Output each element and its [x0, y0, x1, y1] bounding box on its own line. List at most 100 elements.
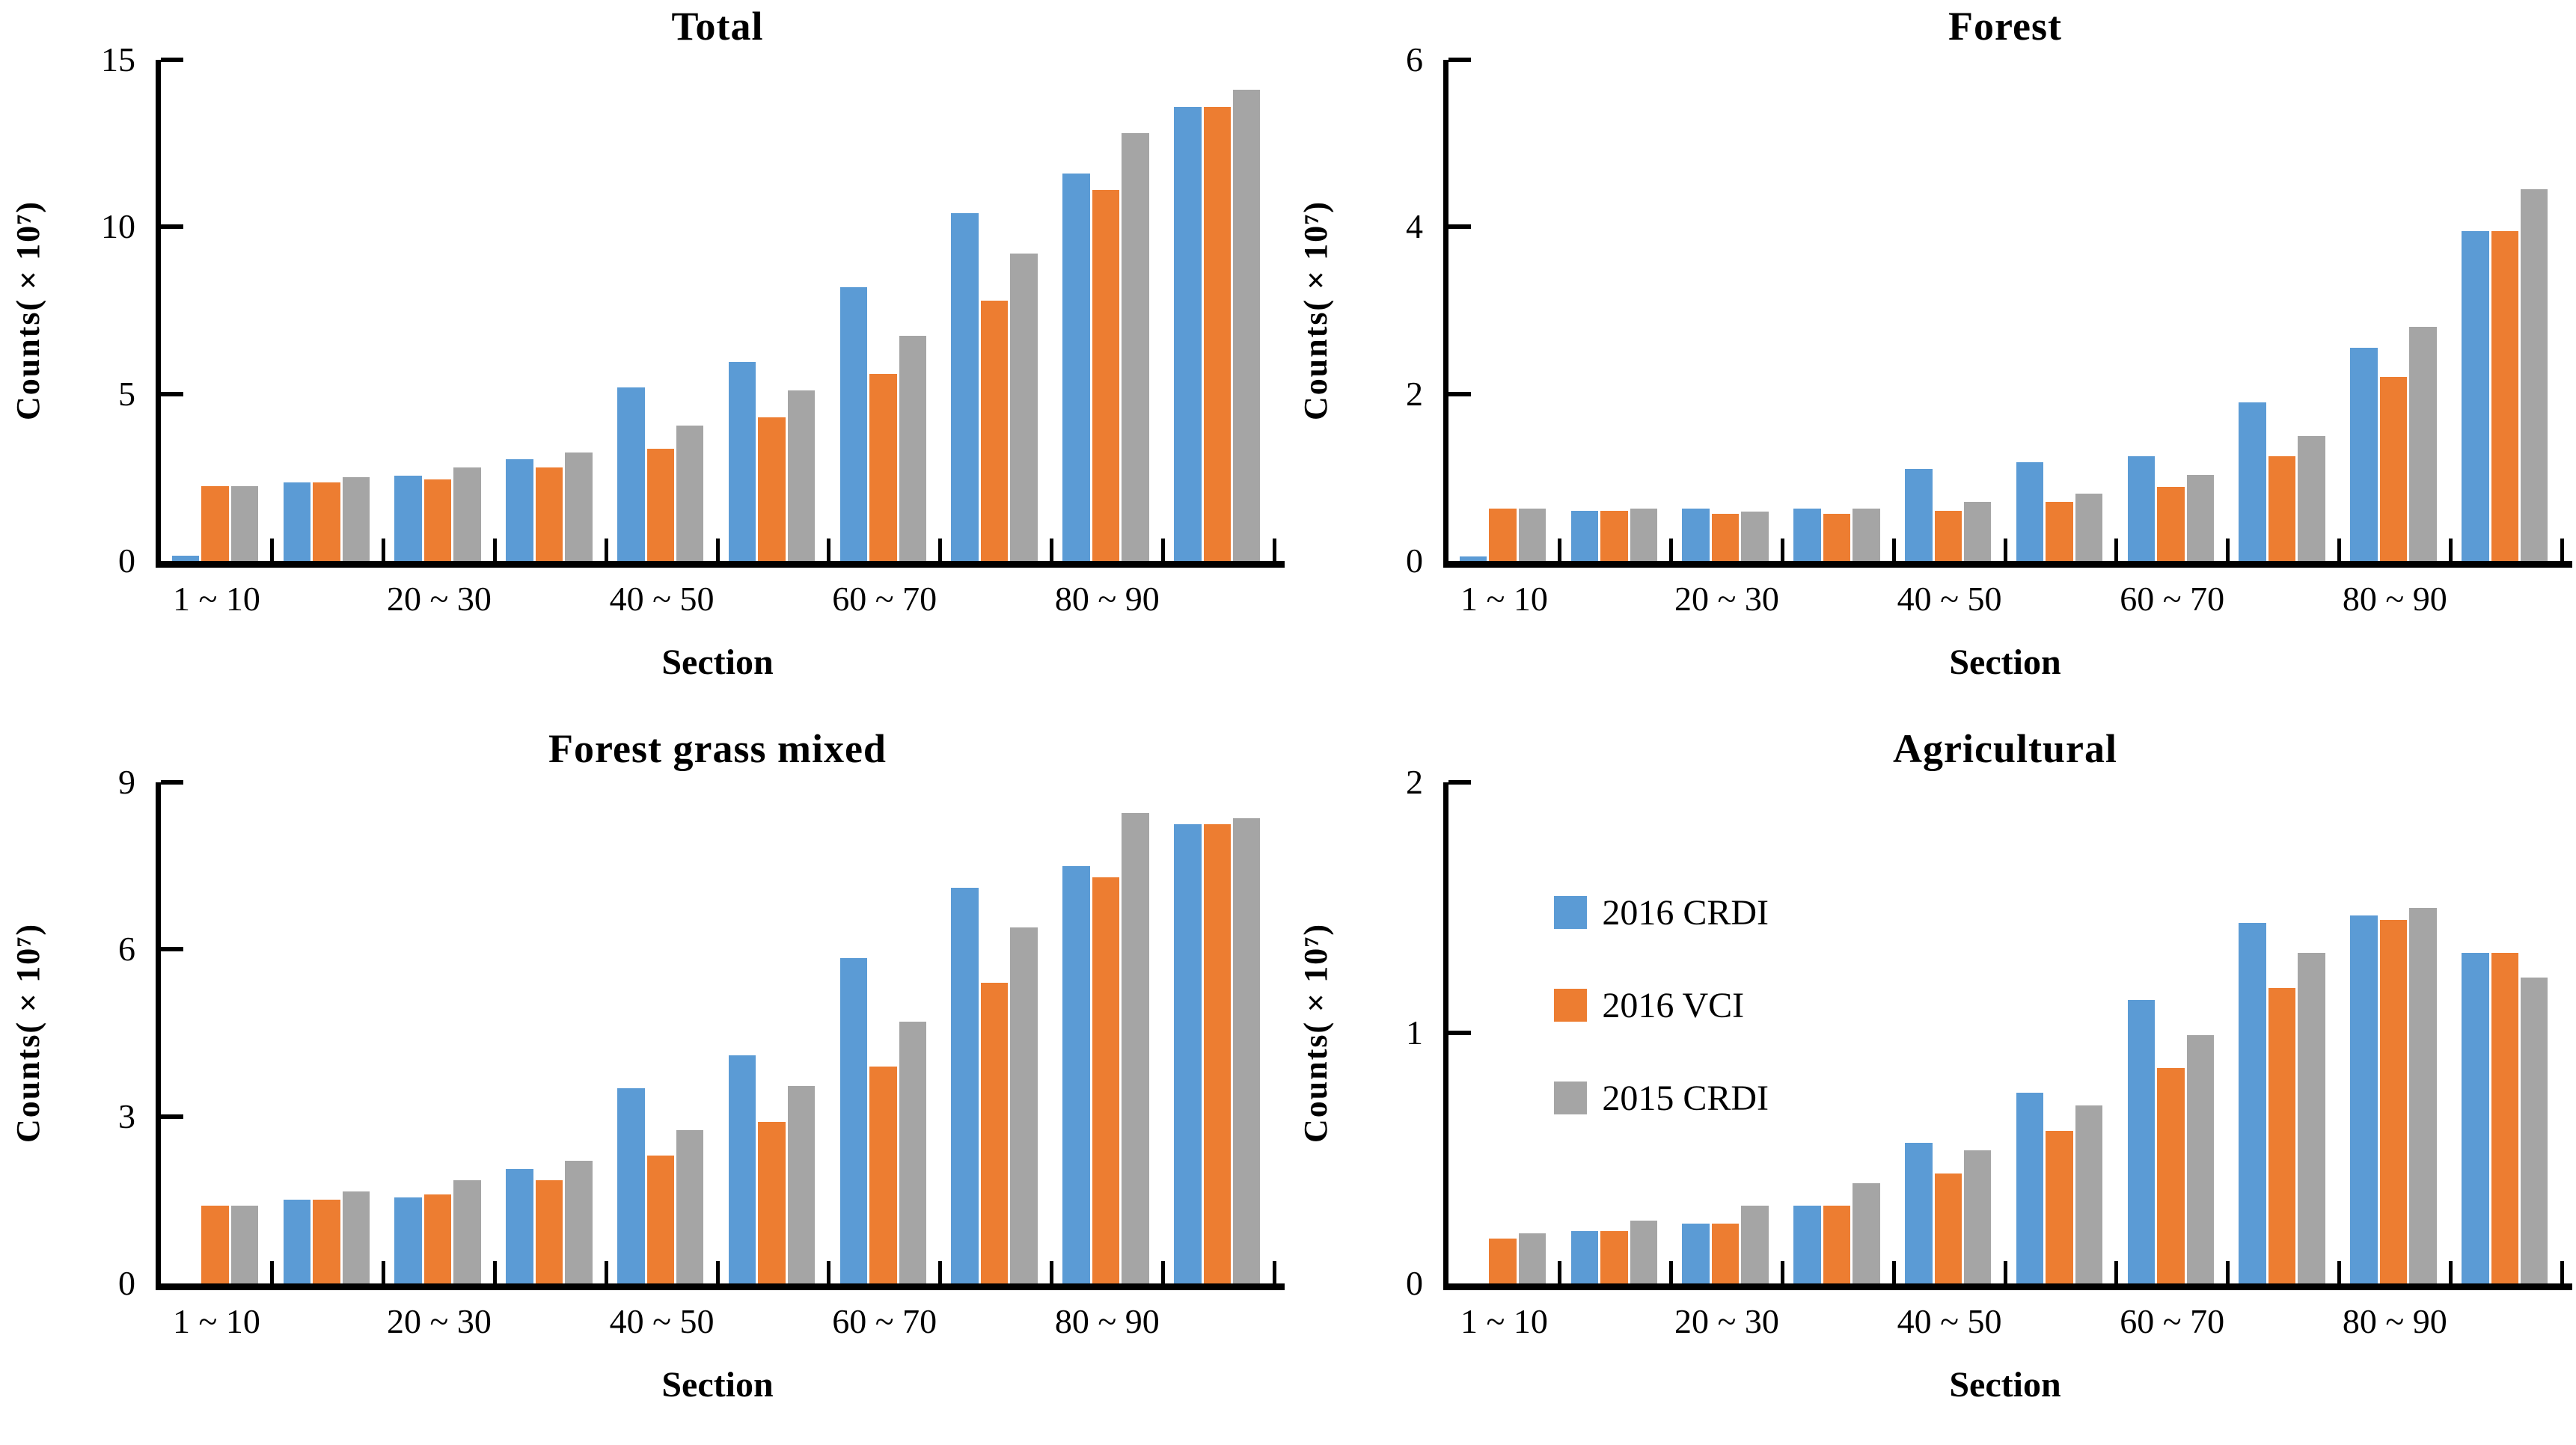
bar-2015-crdi-group1	[230, 485, 259, 561]
bar-2016-vci-group7	[2157, 486, 2185, 561]
y-tick-mark	[161, 58, 183, 62]
y-tick-mark	[1448, 58, 1471, 62]
x-tick-mark	[2003, 539, 2007, 561]
bar-2016-crdi-group3	[1682, 1223, 1710, 1283]
bar-2016-vci-group5	[1934, 1173, 1962, 1283]
bar-2015-crdi-group9	[2409, 327, 2437, 561]
bar-2016-crdi-group7	[2127, 1000, 2156, 1283]
legend-label: 2015 CRDI	[1602, 1078, 1769, 1118]
bar-2016-crdi-group6	[728, 362, 756, 561]
y-tick-label: 0	[1406, 1264, 1423, 1302]
bar-2016-vci-group8	[2268, 987, 2296, 1283]
x-tick-mark	[1272, 1261, 1276, 1283]
bar-2016-crdi-group10	[1174, 106, 1202, 561]
x-tick-label: 80 ~ 90	[1054, 1302, 1160, 1340]
y-tick-label: 0	[118, 542, 135, 580]
y-tick-mark	[161, 947, 183, 952]
bar-2016-vci-group5	[1934, 511, 1962, 561]
bar-2015-crdi-group10	[2520, 189, 2548, 561]
y-tick-label: 6	[118, 930, 135, 969]
x-tick-mark	[2560, 539, 2564, 561]
bar-2015-crdi-group5	[1963, 1150, 1992, 1283]
bar-2015-crdi-group7	[899, 335, 927, 561]
bar-2015-crdi-group10	[1232, 818, 1261, 1283]
x-tick-mark	[1669, 539, 1674, 561]
x-tick-mark	[715, 539, 720, 561]
bar-2016-vci-group10	[1203, 823, 1231, 1283]
bar-2016-crdi-group1	[171, 556, 200, 561]
bar-2016-vci-group7	[2157, 1067, 2185, 1283]
x-tick-mark	[604, 1261, 608, 1283]
x-tick-label: 40 ~ 50	[1897, 580, 2002, 618]
bar-2016-crdi-group7	[839, 957, 868, 1283]
x-tick-mark	[270, 1261, 275, 1283]
bar-2015-crdi-group1	[1518, 508, 1546, 561]
x-tick-label: 20 ~ 30	[387, 580, 492, 618]
x-tick-mark	[1049, 1261, 1053, 1283]
bar-2015-crdi-group3	[453, 1180, 481, 1283]
bar-2016-vci-group2	[313, 482, 340, 561]
bar-2015-crdi-group4	[1853, 1183, 1880, 1283]
bar-2016-crdi-group9	[1062, 865, 1090, 1283]
bar-2016-vci-group9	[2379, 377, 2408, 561]
y-tick-mark	[1448, 1031, 1471, 1035]
x-tick-mark	[1669, 1261, 1674, 1283]
bar-2016-crdi-group3	[1682, 508, 1710, 561]
x-tick-mark	[2114, 1261, 2119, 1283]
x-tick-mark	[938, 539, 943, 561]
bar-2016-vci-group1	[1489, 1238, 1517, 1283]
x-tick-mark	[1160, 1261, 1165, 1283]
bar-2015-crdi-group3	[453, 467, 481, 561]
y-tick-label: 15	[101, 40, 135, 79]
y-tick-label: 9	[118, 763, 135, 801]
bar-2016-crdi-group5	[617, 1088, 645, 1283]
bar-2016-vci-group8	[980, 983, 1009, 1283]
y-axis-line	[156, 782, 161, 1290]
y-tick-label: 6	[1406, 40, 1423, 79]
legend-swatch-2016-crdi	[1554, 896, 1588, 930]
y-tick-mark	[1448, 391, 1471, 396]
bar-2016-vci-group10	[1203, 106, 1231, 561]
x-axis-line	[1443, 561, 2572, 568]
bar-2016-vci-group6	[2046, 501, 2073, 561]
x-tick-label: 1 ~ 10	[172, 580, 260, 618]
bar-2016-vci-group3	[1711, 514, 1740, 561]
bar-2016-vci-group8	[980, 300, 1009, 561]
x-tick-mark	[1558, 539, 1562, 561]
bar-2015-crdi-group2	[1630, 1221, 1658, 1283]
y-axis-line	[156, 60, 161, 568]
bar-2015-crdi-group2	[342, 1191, 370, 1283]
bar-2016-vci-group9	[1092, 190, 1120, 561]
panel-forest-grass-mixed: Forest grass mixed Counts(×10⁷) 0 3 6 9 1 ~ 10…	[0, 722, 1288, 1445]
bar-2015-crdi-group8	[2298, 435, 2325, 561]
legend-label: 2016 CRDI	[1602, 892, 1769, 933]
y-tick-mark	[161, 780, 183, 785]
bar-2016-vci-group4	[535, 467, 563, 561]
bar-2016-vci-group7	[869, 373, 897, 561]
bar-2016-crdi-group9	[2350, 915, 2378, 1283]
x-axis-title: Section	[1949, 642, 2061, 682]
bar-2016-crdi-group5	[1905, 1143, 1933, 1283]
x-tick-label: 40 ~ 50	[609, 1302, 715, 1340]
panel-total: Total Counts(×10⁷) 0 5 10 15 1 ~ 10 20 ~ 30 40 ~…	[0, 0, 1288, 722]
bar-2015-crdi-group8	[2298, 952, 2325, 1283]
y-tick-label: 5	[118, 374, 135, 413]
bar-2015-crdi-group2	[342, 477, 370, 561]
bar-2016-vci-group6	[758, 1122, 786, 1283]
x-tick-mark	[1891, 539, 1896, 561]
bar-2015-crdi-group7	[899, 1022, 927, 1283]
bar-2016-crdi-group8	[2239, 922, 2266, 1283]
bar-2016-crdi-group9	[1062, 173, 1090, 561]
y-tick-label: 10	[101, 207, 135, 246]
y-axis-label: Counts(×10⁷)	[1297, 200, 1334, 420]
bar-2016-vci-group4	[1823, 1206, 1851, 1283]
bar-2016-crdi-group3	[394, 476, 422, 561]
y-tick-mark	[161, 1114, 183, 1119]
bar-2015-crdi-group1	[230, 1205, 259, 1283]
bar-2016-vci-group2	[1600, 511, 1628, 561]
y-tick-label: 0	[1406, 542, 1423, 580]
y-tick-label: 4	[1406, 207, 1423, 246]
bar-2016-crdi-group4	[1793, 508, 1821, 561]
x-axis-line	[1443, 1283, 2572, 1290]
